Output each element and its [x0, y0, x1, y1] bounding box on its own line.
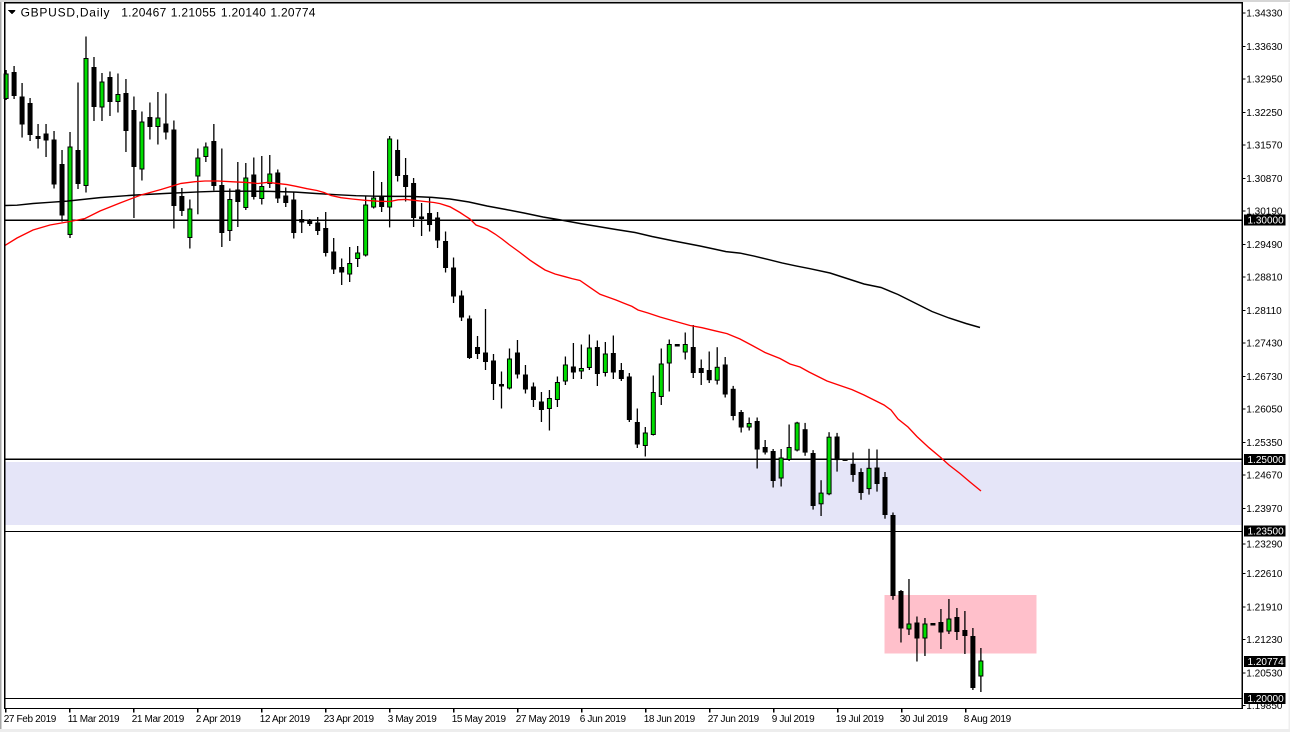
svg-text:1.20000: 1.20000	[1248, 694, 1285, 705]
svg-text:12 Apr 2019: 12 Apr 2019	[260, 714, 311, 725]
svg-text:3 May 2019: 3 May 2019	[388, 714, 438, 725]
svg-text:23 Apr 2019: 23 Apr 2019	[324, 714, 375, 725]
svg-text:8 Aug 2019: 8 Aug 2019	[964, 714, 1012, 725]
svg-text:1.25350: 1.25350	[1246, 438, 1283, 449]
svg-text:1.31570: 1.31570	[1246, 141, 1283, 152]
svg-text:1.27430: 1.27430	[1246, 339, 1283, 350]
svg-text:2 Apr 2019: 2 Apr 2019	[196, 714, 242, 725]
svg-text:1.23290: 1.23290	[1246, 540, 1283, 551]
svg-text:1.23500: 1.23500	[1248, 527, 1285, 538]
svg-text:6 Jun 2019: 6 Jun 2019	[580, 714, 627, 725]
svg-text:1.33630: 1.33630	[1246, 42, 1283, 53]
svg-text:1.23970: 1.23970	[1246, 504, 1283, 515]
svg-text:19 Jul 2019: 19 Jul 2019	[836, 714, 885, 725]
svg-text:1.29490: 1.29490	[1246, 240, 1283, 251]
svg-text:1.20774: 1.20774	[270, 6, 315, 20]
svg-text:1.20530: 1.20530	[1246, 669, 1283, 680]
svg-text:1.32950: 1.32950	[1246, 75, 1283, 86]
svg-text:1.21230: 1.21230	[1246, 635, 1283, 646]
svg-text:1.20774: 1.20774	[1248, 657, 1285, 668]
svg-text:27 May 2019: 27 May 2019	[516, 714, 571, 725]
svg-text:1.22610: 1.22610	[1246, 569, 1283, 580]
svg-text:1.28110: 1.28110	[1246, 306, 1282, 317]
svg-text:1.21910: 1.21910	[1246, 603, 1283, 614]
svg-text:1.20140: 1.20140	[221, 6, 266, 20]
svg-text:15 May 2019: 15 May 2019	[452, 714, 507, 725]
svg-text:1.21055: 1.21055	[171, 6, 216, 20]
svg-text:1.30190: 1.30190	[1246, 207, 1283, 218]
svg-text:GBPUSD,Daily: GBPUSD,Daily	[21, 6, 111, 20]
svg-text:1.26050: 1.26050	[1246, 405, 1283, 416]
svg-text:18 Jun 2019: 18 Jun 2019	[644, 714, 696, 725]
svg-text:1.24670: 1.24670	[1246, 471, 1283, 482]
svg-text:1.32250: 1.32250	[1246, 108, 1283, 119]
svg-text:1.19850: 1.19850	[1246, 701, 1283, 712]
svg-text:21 Mar 2019: 21 Mar 2019	[132, 714, 185, 725]
svg-text:1.25000: 1.25000	[1248, 455, 1285, 466]
svg-text:27 Jun 2019: 27 Jun 2019	[708, 714, 760, 725]
svg-text:1.20467: 1.20467	[121, 6, 166, 20]
svg-text:11 Mar 2019: 11 Mar 2019	[68, 714, 120, 725]
svg-text:1.34330: 1.34330	[1246, 9, 1283, 20]
svg-text:27 Feb 2019: 27 Feb 2019	[4, 714, 57, 725]
svg-text:1.30000: 1.30000	[1248, 216, 1285, 227]
svg-text:9 Jul 2019: 9 Jul 2019	[772, 714, 815, 725]
svg-text:1.28810: 1.28810	[1246, 273, 1283, 284]
svg-text:1.26730: 1.26730	[1246, 372, 1283, 383]
svg-text:1.30870: 1.30870	[1246, 174, 1283, 185]
svg-text:30 Jul 2019: 30 Jul 2019	[900, 714, 949, 725]
